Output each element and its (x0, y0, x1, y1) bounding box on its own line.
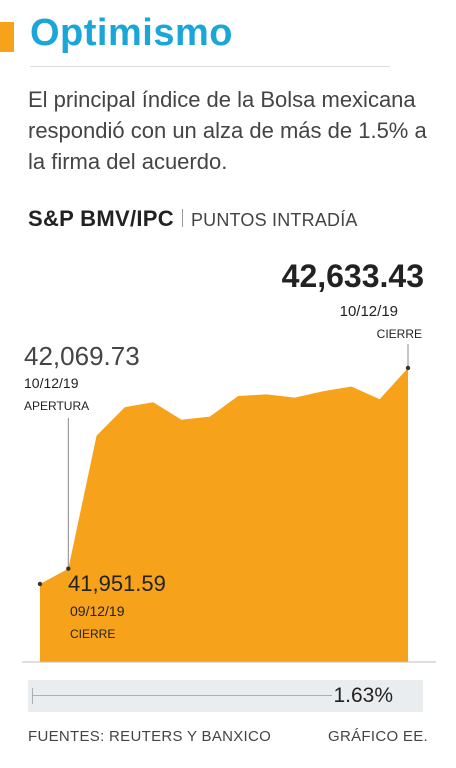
open-point (66, 566, 71, 571)
prev-close-label: CIERRE (70, 627, 115, 641)
open-date: 10/12/19 (24, 375, 79, 391)
title-accent-bar (0, 22, 14, 52)
prev-close-date: 09/12/19 (70, 603, 125, 619)
change-value: 1.63% (333, 684, 393, 707)
chart-unit-label: PUNTOS INTRADÍA (190, 210, 358, 230)
chart-header-separator (181, 209, 183, 227)
chart-header: S&P BMV/IPC PUNTOS INTRADÍA (28, 206, 358, 232)
footer-credit: GRÁFICO EE. (328, 728, 428, 745)
close-point (405, 365, 411, 371)
page-subtitle: El principal índice de la Bolsa mexicana… (28, 87, 427, 174)
prev-close-point (37, 581, 43, 587)
close-date: 10/12/19 (340, 303, 398, 320)
page-title: Optimismo (30, 12, 233, 54)
plot-layer (22, 344, 436, 663)
open-label: APERTURA (24, 399, 89, 413)
prev-close-value: 41,951.59 (68, 571, 166, 596)
close-label: CIERRE (377, 327, 422, 341)
chart-index-name: S&P BMV/IPC (28, 206, 174, 231)
open-value: 42,069.73 (24, 341, 140, 371)
area-chart: 41,951.59 09/12/19 CIERRE 42,069.73 10/1… (22, 258, 436, 663)
series-area (40, 368, 408, 662)
change-bar-start-tick (32, 688, 33, 704)
close-value: 42,633.43 (282, 258, 424, 294)
footer-source: FUENTES: REUTERS Y BANXICO (28, 728, 272, 745)
title-divider (30, 66, 390, 67)
change-bar-rule (32, 695, 333, 696)
change-bar: 1.63% (28, 680, 423, 712)
